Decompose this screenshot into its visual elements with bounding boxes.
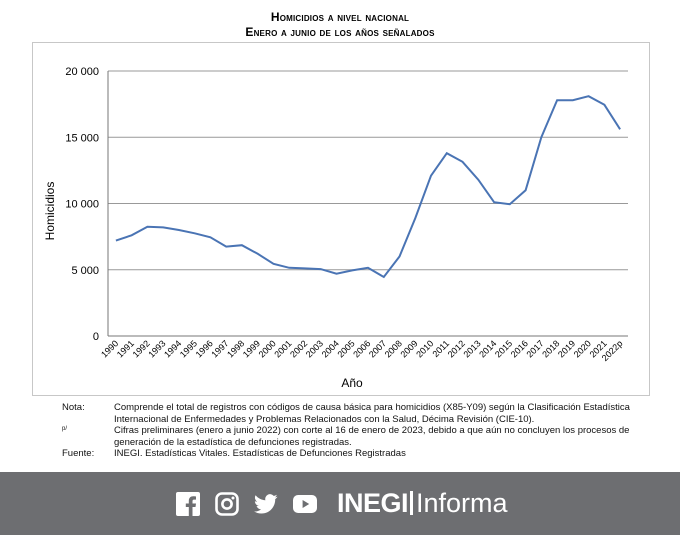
facebook-icon[interactable] — [176, 492, 200, 516]
chart-title-line1: Homicidios a nivel nacional — [0, 10, 680, 24]
footer-bar: INEGI Informa — [0, 472, 680, 535]
y-tick-labels: 0 5 000 10 000 15 000 20 000 — [65, 66, 99, 343]
preliminary-row: p/ Cifras preliminares (enero a junio 20… — [62, 425, 632, 448]
source-row: Fuente: INEGI. Estadísticas Vitales. Est… — [62, 448, 632, 460]
note-label: Nota: — [62, 402, 85, 413]
chart-frame — [32, 42, 650, 396]
brand-separator — [410, 491, 414, 515]
chart-title-line2: Enero a junio de los años señalados — [0, 25, 680, 39]
y-axis-label: Homicidios — [43, 182, 57, 241]
y-tick-label: 5 000 — [71, 265, 99, 277]
chart-title-line2-text: Enero a junio de los años señalados — [245, 25, 435, 39]
x-axis-label: Año — [341, 376, 363, 390]
gridlines — [108, 70, 628, 271]
inegi-informa-logo: INEGI Informa — [337, 487, 508, 519]
brand-bold-text: INEGI — [337, 488, 409, 518]
note-row: Nota: Comprende el total de registros co… — [62, 402, 632, 425]
chart-title-line1-text: Homicidios a nivel nacional — [270, 10, 410, 24]
axes — [107, 71, 628, 337]
twitter-icon[interactable] — [254, 492, 278, 516]
y-tick-label: 0 — [93, 331, 99, 343]
preliminary-label: p/ — [62, 426, 68, 432]
instagram-icon[interactable] — [215, 492, 239, 516]
y-tick-label: 15 000 — [65, 132, 99, 144]
youtube-icon[interactable] — [293, 492, 317, 516]
source-label: Fuente: — [62, 448, 95, 459]
preliminary-text: Cifras preliminares (enero a junio 2022)… — [114, 425, 630, 448]
x-tick-labels: 1990199119921993199419951996199719981999… — [99, 338, 624, 363]
y-tick-label: 10 000 — [65, 199, 99, 211]
source-text: INEGI. Estadísticas Vitales. Estadística… — [114, 448, 406, 459]
series-line — [115, 95, 621, 279]
note-text: Comprende el total de registros con códi… — [114, 402, 630, 425]
y-tick-label: 20 000 — [65, 66, 99, 78]
line-chart: 0 5 000 10 000 15 000 20 000 199019911992199… — [43, 66, 628, 390]
chart-notes: Nota: Comprende el total de registros co… — [62, 402, 632, 460]
brand-light-text: Informa — [416, 488, 508, 518]
